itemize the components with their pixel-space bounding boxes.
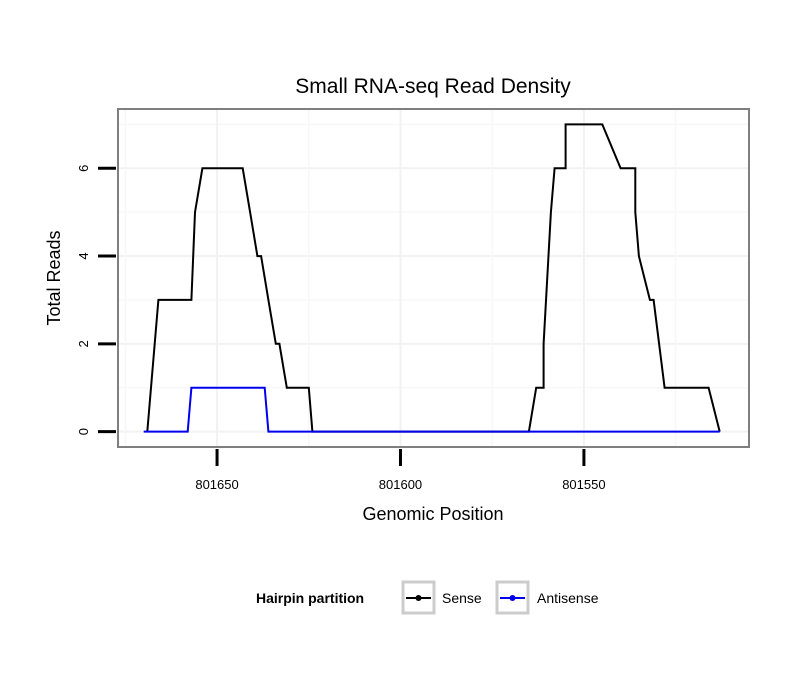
legend: Hairpin partition Sense Antisense [256, 580, 599, 615]
panel-border [117, 108, 750, 448]
series-line-antisense [143, 386, 720, 433]
x-axis: 801650 801600 801550 [195, 449, 606, 492]
y-tick-label: 4 [76, 252, 91, 259]
legend-key-point-sense [415, 595, 422, 601]
legend-label-antisense: Antisense [537, 590, 599, 606]
y-tick-label: 0 [76, 428, 91, 435]
legend-label-sense: Sense [442, 590, 482, 606]
legend-title: Hairpin partition [256, 590, 364, 606]
series-lines [143, 123, 721, 433]
grid [118, 109, 749, 447]
x-tick-label: 801550 [562, 477, 605, 492]
y-tick-label: 6 [76, 165, 91, 172]
y-tick-label: 2 [76, 340, 91, 347]
y-axis-title: Total Reads [44, 230, 64, 325]
x-axis-title: Genomic Position [362, 504, 503, 524]
chart-title: Small RNA-seq Read Density [295, 75, 571, 98]
legend-item-antisense: Antisense [495, 580, 599, 615]
plot-panel [117, 108, 750, 448]
legend-key-point-antisense [509, 595, 516, 601]
x-tick-label: 801650 [195, 477, 238, 492]
legend-item-sense: Sense [401, 580, 482, 615]
x-tick-label: 801600 [379, 477, 422, 492]
panel-background [118, 109, 749, 447]
y-axis: 0 2 4 6 [76, 165, 116, 435]
